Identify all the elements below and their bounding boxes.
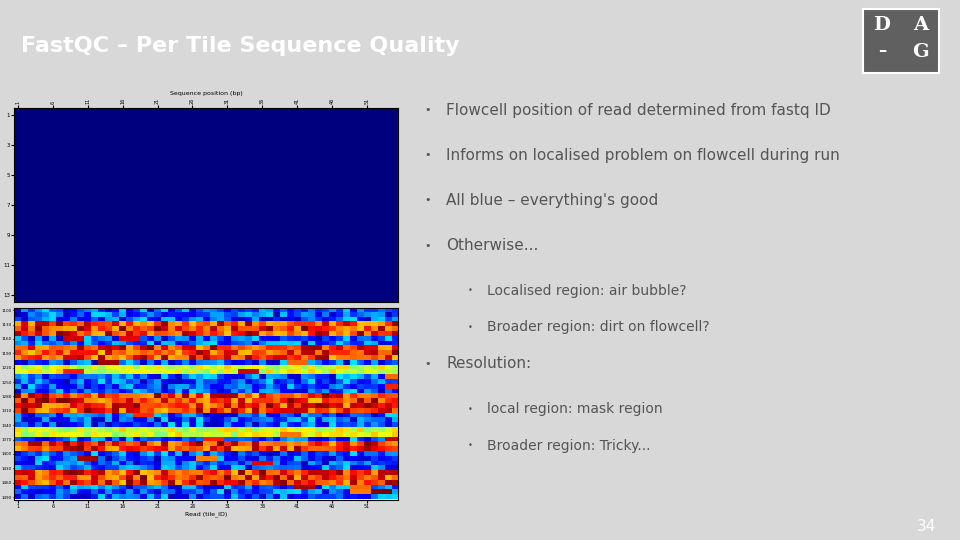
Text: 34: 34 bbox=[917, 519, 936, 534]
Text: Informs on localised problem on flowcell during run: Informs on localised problem on flowcell… bbox=[446, 148, 840, 163]
Text: •: • bbox=[468, 286, 473, 295]
Text: Flowcell position of read determined from fastq ID: Flowcell position of read determined fro… bbox=[446, 103, 831, 118]
Text: •: • bbox=[424, 359, 430, 369]
Text: Localised region: air bubble?: Localised region: air bubble? bbox=[487, 284, 686, 298]
Text: Broader region: Tricky...: Broader region: Tricky... bbox=[487, 438, 650, 453]
Text: FastQC – Per Tile Sequence Quality: FastQC – Per Tile Sequence Quality bbox=[21, 36, 460, 56]
Text: All blue – everything's good: All blue – everything's good bbox=[446, 193, 659, 208]
Text: •: • bbox=[424, 150, 430, 160]
Text: –: – bbox=[877, 43, 886, 60]
Text: G: G bbox=[913, 43, 929, 60]
Text: Quality: 1st file: Quality: 1st file bbox=[180, 319, 233, 325]
X-axis label: Read (tile_ID): Read (tile_ID) bbox=[185, 511, 228, 517]
Text: •: • bbox=[424, 105, 430, 115]
Text: A: A bbox=[913, 16, 928, 33]
Text: Resolution:: Resolution: bbox=[446, 356, 532, 372]
Text: •: • bbox=[468, 441, 473, 450]
Title: Sequence position (bp): Sequence position (bp) bbox=[170, 91, 243, 96]
Text: •: • bbox=[424, 195, 430, 205]
Text: local region: mask region: local region: mask region bbox=[487, 402, 662, 416]
Text: •: • bbox=[468, 404, 473, 414]
Text: D: D bbox=[874, 16, 891, 33]
Text: Broader region: dirt on flowcell?: Broader region: dirt on flowcell? bbox=[487, 320, 709, 334]
Text: •: • bbox=[468, 323, 473, 332]
Text: •: • bbox=[424, 241, 430, 251]
Text: Otherwise...: Otherwise... bbox=[446, 238, 539, 253]
